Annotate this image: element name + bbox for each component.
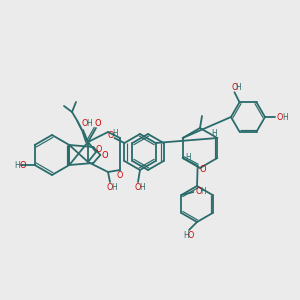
- Text: H: H: [282, 112, 288, 122]
- Text: O: O: [107, 182, 113, 191]
- Text: H: H: [183, 232, 189, 241]
- Text: O: O: [96, 146, 102, 154]
- Text: H: H: [139, 182, 145, 191]
- Text: O: O: [82, 119, 88, 128]
- Text: H: H: [185, 154, 191, 163]
- Text: H: H: [14, 160, 20, 169]
- Text: O: O: [101, 151, 108, 160]
- Text: O: O: [20, 160, 26, 169]
- Text: O: O: [195, 187, 202, 196]
- Text: O: O: [277, 112, 283, 122]
- Text: O: O: [188, 232, 194, 241]
- Text: H: H: [236, 83, 242, 92]
- Text: H: H: [212, 130, 217, 139]
- Text: O: O: [95, 118, 101, 127]
- Text: H: H: [112, 130, 118, 139]
- Text: H: H: [111, 182, 117, 191]
- Text: O: O: [117, 170, 123, 179]
- Text: O: O: [107, 131, 114, 140]
- Text: O: O: [135, 182, 141, 191]
- Text: H: H: [86, 119, 92, 128]
- Text: H: H: [200, 187, 206, 196]
- Text: O: O: [200, 164, 206, 173]
- Text: O: O: [231, 83, 238, 92]
